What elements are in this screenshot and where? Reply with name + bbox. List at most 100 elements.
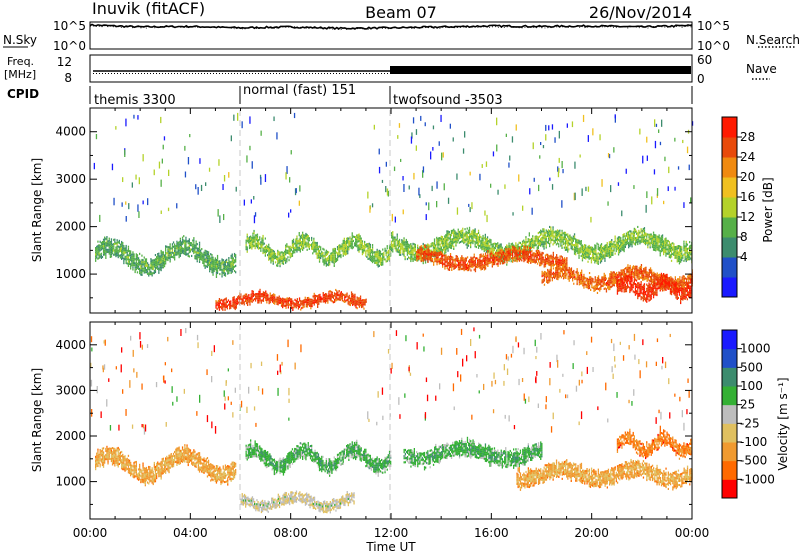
data-cell [502,260,504,263]
data-cell [468,231,471,234]
data-cell [593,252,595,255]
data-cell [357,247,359,250]
data-cell [416,259,418,262]
data-cell [460,263,462,266]
data-cell [205,254,207,257]
data-cell [449,242,451,245]
data-cell [224,302,226,305]
data-cell [289,245,291,248]
data-cell [358,235,360,238]
data-cell [268,245,270,248]
data-cell [254,297,257,300]
data-cell [531,244,533,247]
data-cell [268,252,270,255]
data-cell [678,253,681,256]
data-cell [318,260,321,263]
data-cell [607,246,609,249]
data-cell [652,246,655,249]
data-cell [534,240,536,243]
data-cell [256,240,259,243]
data-cell [470,265,472,268]
data-cell [177,248,179,251]
data-cell [474,245,476,248]
data-cell [444,265,446,268]
data-cell [600,287,602,290]
data-cell [291,244,294,247]
data-cell [220,266,222,269]
data-cell [333,264,335,267]
data-cell [162,264,164,267]
data-cell [602,253,604,256]
data-cell [107,244,109,247]
data-cell [308,247,310,250]
data-cell [549,273,551,276]
data-cell [505,246,507,249]
data-cell [259,247,261,250]
data-cell [134,262,136,265]
data-cell [472,239,474,242]
data-cell [536,252,539,255]
data-cell [404,241,406,244]
data-cell [637,236,639,239]
data-cell [437,242,439,245]
data-cell [509,258,511,261]
data-cell [609,281,611,284]
data-cell [473,264,475,267]
data-cell [459,232,462,235]
data-cell [514,259,516,262]
data-cell [674,254,676,257]
data-cell [545,235,547,238]
data-cell [684,249,686,252]
data-cell [216,265,219,268]
data-cell [121,257,123,260]
data-cell [126,254,128,257]
data-cell [550,269,552,272]
data-cell [128,254,131,257]
data-cell [456,241,458,244]
data-cell [560,255,562,258]
data-cell [341,247,343,250]
data-cell [257,239,260,242]
data-cell [521,250,523,253]
data-cell [627,270,629,273]
data-cell [653,278,655,281]
data-cell [271,259,273,262]
data-cell [576,243,578,246]
data-cell [482,243,484,246]
data-cell [405,241,407,244]
data-cell [367,251,369,254]
data-cell [137,265,140,268]
data-cell [454,230,456,233]
data-cell [252,236,254,239]
data-cell [544,256,547,259]
cpid-label: CPID [7,87,39,101]
data-cell [656,237,658,240]
data-cell [663,242,665,245]
data-cell [643,233,646,236]
data-cell [623,241,625,244]
data-cell [485,244,488,247]
data-cell [193,245,195,248]
data-cell [463,267,465,270]
data-cell [512,252,514,255]
data-cell [627,266,629,269]
data-cell [569,270,571,273]
data-cell [483,268,486,271]
data-cell [254,236,256,239]
data-cell [489,238,491,241]
data-cell [259,295,261,298]
data-cell [524,241,526,244]
data-cell [530,261,532,264]
data-cell [370,259,373,262]
data-cell [505,254,507,257]
data-cell [169,256,171,259]
data-cell [215,269,218,272]
data-cell [623,250,625,253]
data-cell [302,233,304,236]
data-cell [510,251,512,254]
data-cell [236,296,239,299]
data-cell [687,275,689,278]
data-cell [639,231,641,234]
data-cell [561,258,563,261]
data-cell [626,231,629,234]
